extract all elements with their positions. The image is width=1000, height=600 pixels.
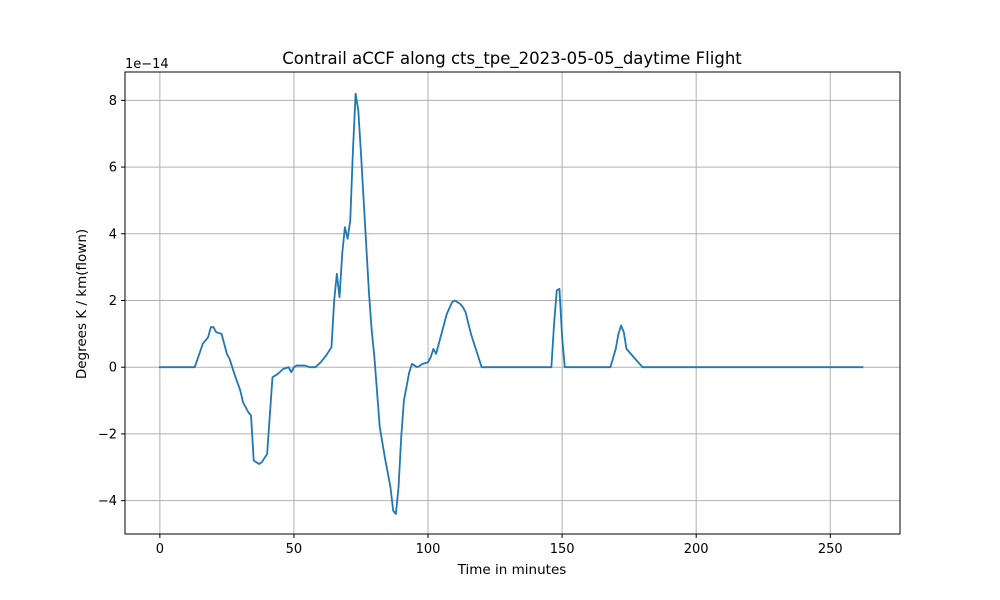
- x-tick-label: 200: [684, 542, 709, 557]
- axes-frame: [124, 71, 901, 535]
- y-tick-label: 4: [109, 227, 117, 242]
- x-tick-label: 0: [156, 542, 164, 557]
- chart-title: Contrail aCCF along cts_tpe_2023-05-05_d…: [282, 49, 742, 69]
- x-axis-label: Time in minutes: [457, 562, 567, 578]
- y-axis-offset-label: 1e−14: [125, 57, 169, 72]
- y-tick-label: 0: [109, 361, 117, 376]
- y-tick-label: −4: [98, 494, 117, 509]
- y-tick-label: 8: [109, 94, 117, 109]
- y-tick-label: 2: [109, 294, 117, 309]
- series-layer: [158, 92, 864, 515]
- x-tick-label: 150: [550, 542, 575, 557]
- x-tick-label: 100: [416, 542, 441, 557]
- tick-layer: 0 50 100 150 200 250 −4 −2 0 2 4 6 8: [98, 94, 843, 557]
- y-axis-label: Degrees K / km(flown): [74, 229, 90, 379]
- grid-layer: [125, 72, 900, 534]
- series-line: [158, 92, 864, 515]
- x-tick-label: 50: [286, 542, 303, 557]
- y-tick-label: −2: [98, 427, 117, 442]
- x-tick-label: 250: [818, 542, 843, 557]
- y-tick-label: 6: [109, 161, 117, 176]
